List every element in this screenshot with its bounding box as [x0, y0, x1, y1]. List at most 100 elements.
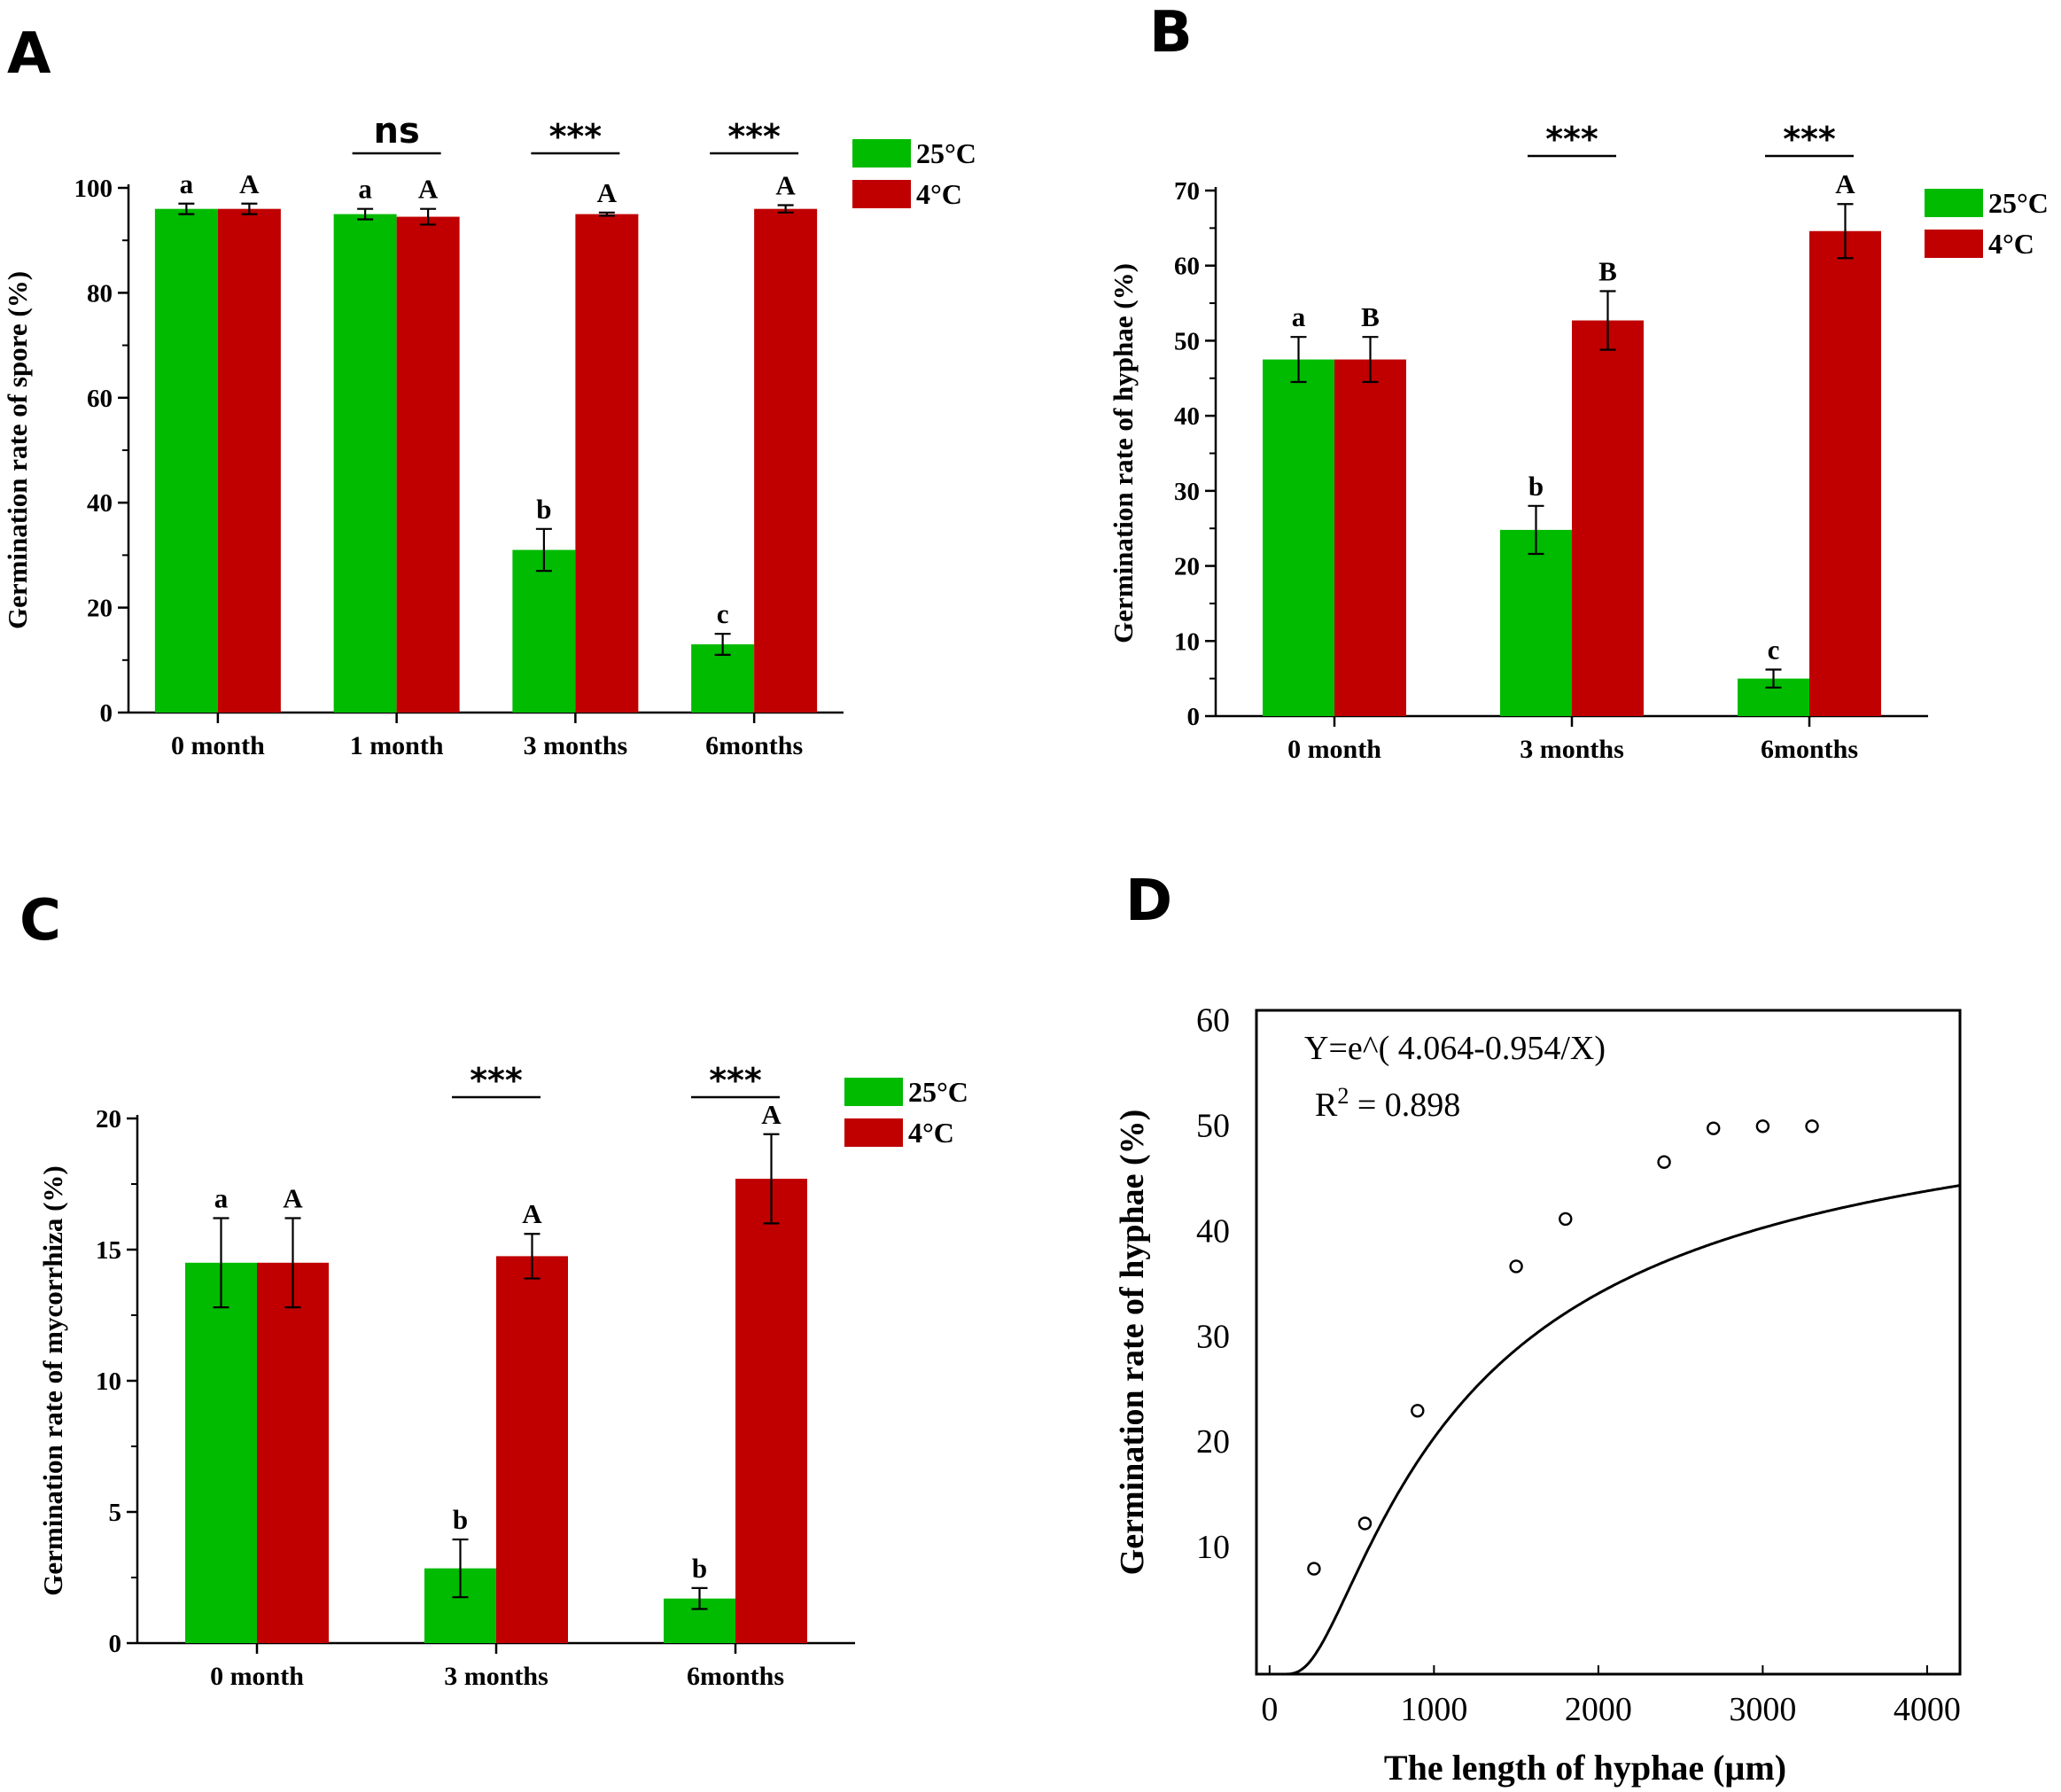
legend-label: 25°C — [908, 1076, 968, 1108]
significance-letter: b — [1528, 471, 1544, 502]
data-point — [1307, 1562, 1321, 1576]
panel-label-d: D — [1125, 869, 1172, 934]
significance-letter: A — [239, 168, 260, 199]
y-axis-title: Germination rate of hyphae (%) — [1114, 1110, 1151, 1576]
y-tick-label: 60 — [87, 385, 113, 413]
x-tick-label: 0 month — [1287, 735, 1381, 764]
plot-frame — [1255, 1009, 1962, 1676]
legend-label: 25°C — [916, 137, 976, 169]
panel-d-chart: 0 1000 2000 3000 4000 10 20 30 40 50 60 Germination… — [1114, 1002, 1962, 1788]
significance-mark: ns — [373, 111, 419, 152]
panel-c-chart: 0 5 10 15 20 Germination rate of mycorrhiza (… — [37, 1061, 968, 1691]
x-tick-label: 6months — [705, 731, 803, 760]
bar-warm — [333, 214, 397, 713]
significance-mark: *** — [1783, 120, 1836, 159]
bar-cold — [257, 1262, 329, 1643]
y-tick-label: 100 — [74, 175, 113, 203]
y-axis-title: Germination rate of mycorrhiza (%) — [37, 1165, 68, 1596]
bar-cold — [1809, 230, 1881, 716]
x-tick-label: 0 — [1261, 1691, 1278, 1728]
significance-mark: *** — [1545, 120, 1598, 159]
x-tick-label: 6months — [1761, 735, 1858, 764]
y-axis-title: Germination rate of hyphae (%) — [1108, 263, 1139, 643]
significance-letter: A — [418, 174, 439, 205]
y-tick-label: 10 — [1196, 1529, 1230, 1566]
significance-letter: b — [453, 1504, 468, 1535]
panel-b-chart: 0 10 20 30 40 50 60 70 Germination rate of hypha… — [1108, 120, 2049, 764]
data-point — [1805, 1119, 1819, 1134]
y-tick-label: 0 — [1187, 703, 1201, 731]
y-tick-label: 70 — [1174, 177, 1200, 206]
x-tick-label: 2000 — [1565, 1691, 1632, 1728]
significance-letter: c — [717, 598, 729, 629]
x-tick-label: 3000 — [1729, 1691, 1796, 1728]
x-tick-label: 0 month — [210, 1662, 304, 1691]
data-point — [1755, 1119, 1770, 1134]
x-tick-label: 6months — [687, 1662, 784, 1691]
significance-letter: A — [1835, 168, 1855, 199]
y-tick-label: 60 — [1196, 1002, 1230, 1040]
y-tick-label: 0 — [109, 1630, 122, 1658]
panel-label-a: A — [7, 21, 51, 87]
bar-cold — [1572, 320, 1644, 716]
y-tick-label: 60 — [1174, 253, 1200, 281]
legend-swatch — [852, 180, 911, 208]
significance-letter: a — [214, 1182, 229, 1213]
data-point — [1559, 1212, 1573, 1227]
y-axis-title: Germination rate of spore (%) — [2, 271, 33, 629]
x-tick-label: 4000 — [1894, 1691, 1961, 1728]
data-point — [1509, 1259, 1523, 1274]
significance-letter: B — [1361, 301, 1380, 332]
y-tick-label: 40 — [1174, 402, 1200, 431]
legend-label: 4°C — [916, 178, 962, 210]
legend-label: 25°C — [1988, 187, 2049, 219]
y-tick-label: 40 — [87, 489, 113, 518]
legend-label: 4°C — [1988, 228, 2034, 260]
legend-swatch — [852, 139, 911, 168]
x-axis-title: The length of hyphae (µm) — [1384, 1748, 1786, 1788]
significance-letter: A — [597, 177, 618, 208]
y-tick-label: 20 — [87, 595, 113, 623]
significance-letter: c — [1768, 634, 1780, 665]
y-tick-label: 20 — [1196, 1423, 1230, 1461]
significance-letter: A — [522, 1198, 542, 1229]
significance-letter: a — [180, 168, 194, 199]
significance-letter: A — [283, 1182, 303, 1213]
y-tick-label: 10 — [96, 1367, 121, 1396]
legend-swatch — [1925, 230, 1983, 258]
significance-letter: B — [1598, 256, 1617, 287]
bar-warm — [154, 208, 218, 713]
bar-cold — [754, 208, 818, 713]
y-tick-label: 50 — [1196, 1108, 1230, 1145]
y-tick-label: 30 — [1196, 1318, 1230, 1355]
significance-mark: *** — [709, 1061, 762, 1100]
x-tick-label: 3 months — [444, 1662, 548, 1691]
y-tick-label: 20 — [1174, 553, 1200, 581]
data-point — [1707, 1121, 1721, 1135]
y-tick-label: 50 — [1174, 327, 1200, 355]
significance-mark: *** — [549, 117, 603, 156]
bar-warm — [185, 1262, 257, 1643]
bar-cold — [575, 214, 639, 713]
bar-cold — [217, 208, 281, 713]
y-tick-label: 5 — [109, 1499, 122, 1527]
x-tick-label: 1000 — [1400, 1691, 1467, 1728]
x-tick-label: 3 months — [1520, 735, 1624, 764]
legend-swatch — [1925, 189, 1983, 217]
legend-swatch — [844, 1118, 903, 1147]
data-point — [1657, 1155, 1671, 1169]
panel-a-chart: 0 20 40 60 80 100 Germination rate of spore (%… — [2, 111, 976, 760]
bar-cold — [396, 216, 460, 713]
bar-warm — [1500, 529, 1572, 716]
fit-equation: Y=e^( 4.064-0.954/X) — [1304, 1030, 1606, 1067]
significance-letter: A — [775, 170, 796, 201]
significance-mark: *** — [470, 1061, 523, 1100]
bar-cold — [496, 1256, 568, 1643]
data-point — [1411, 1404, 1425, 1418]
bar-cold — [1334, 359, 1406, 716]
y-tick-label: 20 — [96, 1105, 121, 1134]
r-squared: R2 = 0.898 — [1315, 1083, 1460, 1124]
x-tick-label: 1 month — [350, 731, 444, 760]
y-tick-label: 15 — [96, 1236, 121, 1265]
